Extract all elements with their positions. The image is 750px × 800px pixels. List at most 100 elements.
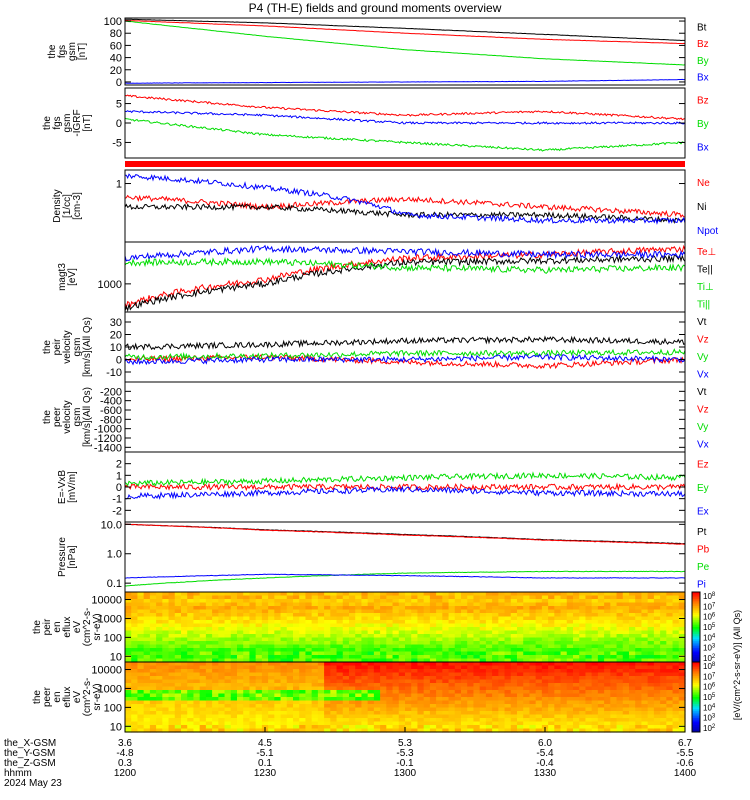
heatmap-cell (492, 728, 499, 733)
heatmap-cell (125, 676, 132, 681)
heatmap-cell (311, 662, 319, 667)
heatmap-cell (523, 676, 531, 681)
heatmap-cell (523, 648, 531, 653)
heatmap-cell (454, 711, 462, 716)
heatmap-cell (149, 637, 157, 642)
heatmap-cell (429, 690, 437, 695)
heatmap-cell (635, 655, 643, 660)
heatmap-cell (411, 630, 419, 635)
heatmap-cell (342, 606, 350, 611)
heatmap-cell (604, 711, 611, 716)
heatmap-cell (573, 707, 580, 712)
heatmap-cell (392, 602, 400, 607)
heatmap-cell (212, 634, 219, 639)
heatmap-cell (560, 672, 568, 677)
heatmap-cell (541, 648, 549, 653)
legend-Vx: Vx (697, 439, 709, 450)
heatmap-cell (485, 651, 493, 656)
heatmap-cell (461, 683, 468, 688)
heatmap-cell (330, 683, 338, 688)
heatmap-cell (411, 613, 419, 618)
x-tick-label: -0.6 (676, 758, 694, 769)
heatmap-cell (510, 616, 518, 621)
colorbar-tick-label: 104 (703, 703, 716, 712)
heatmap-cell (535, 714, 543, 719)
heatmap-cell (330, 616, 338, 621)
heatmap-cell (255, 595, 263, 600)
heatmap-cell (660, 665, 667, 670)
heatmap-cell (199, 606, 207, 611)
heatmap-cell (168, 606, 176, 611)
heatmap-cell (243, 655, 251, 660)
heatmap-cell (622, 651, 630, 656)
heatmap-cell (149, 602, 157, 607)
heatmap-cell (398, 711, 406, 716)
heatmap-cell (579, 718, 587, 723)
heatmap-cell (635, 651, 643, 656)
heatmap-cell (548, 606, 555, 611)
y-tick-label: 40 (110, 53, 122, 65)
heatmap-cell (442, 623, 450, 628)
heatmap-cell (411, 718, 419, 723)
heatmap-cell (442, 658, 450, 663)
heatmap-cell (249, 679, 257, 684)
heatmap-cell (255, 651, 263, 656)
heatmap-cell (504, 714, 512, 719)
heatmap-cell (268, 672, 275, 677)
heatmap-cell (255, 613, 263, 618)
heatmap-cell (604, 592, 611, 597)
heatmap-cell (429, 599, 437, 604)
heatmap-cell (517, 693, 524, 698)
heatmap-cell (274, 637, 282, 642)
heatmap-cell (243, 595, 251, 600)
heatmap-cell (274, 693, 282, 698)
series-Ex-line (124, 485, 686, 500)
heatmap-cell (591, 644, 599, 649)
heatmap-cell (429, 683, 437, 688)
heatmap-cell (280, 676, 288, 681)
heatmap-cell (461, 714, 468, 719)
heatmap-cell (224, 700, 232, 705)
heatmap-cell (647, 669, 655, 674)
heatmap-cell (156, 711, 163, 716)
heatmap-cell (268, 683, 275, 688)
heatmap-cell (131, 616, 139, 621)
heatmap-cell (218, 686, 226, 691)
heatmap-cell (392, 595, 400, 600)
heatmap-cell (523, 644, 531, 649)
heatmap-cell (467, 669, 475, 674)
heatmap-cell (641, 693, 649, 698)
heatmap-cell (162, 721, 170, 726)
heatmap-cell (498, 637, 506, 642)
heatmap-cell (293, 714, 300, 719)
heatmap-cell (517, 634, 524, 639)
heatmap-cell (591, 627, 599, 632)
heatmap-cell (653, 718, 661, 723)
heatmap-cell (149, 592, 157, 597)
heatmap-cell (311, 609, 319, 614)
heatmap-cell (355, 718, 363, 723)
heatmap-cell (504, 599, 512, 604)
heatmap-cell (193, 599, 201, 604)
heatmap-cell (492, 651, 499, 656)
heatmap-cell (317, 721, 325, 726)
heatmap-cell (604, 606, 611, 611)
heatmap-cell (492, 686, 499, 691)
heatmap-cell (629, 602, 636, 607)
heatmap-cell (479, 630, 487, 635)
heatmap-cell (498, 728, 506, 733)
heatmap-cell (504, 648, 512, 653)
heatmap-cell (436, 609, 443, 614)
heatmap-cell (405, 686, 412, 691)
y-tick-label: 0.1 (107, 578, 122, 590)
heatmap-cell (535, 690, 543, 695)
heatmap-cell (187, 693, 195, 698)
heatmap-cell (529, 613, 537, 618)
heatmap-cell (317, 697, 325, 702)
heatmap-cell (336, 728, 344, 733)
heatmap-cell (597, 711, 605, 716)
heatmap-cell (436, 630, 443, 635)
heatmap-cell (448, 606, 456, 611)
heatmap-cell (535, 676, 543, 681)
heatmap-cell (666, 602, 674, 607)
